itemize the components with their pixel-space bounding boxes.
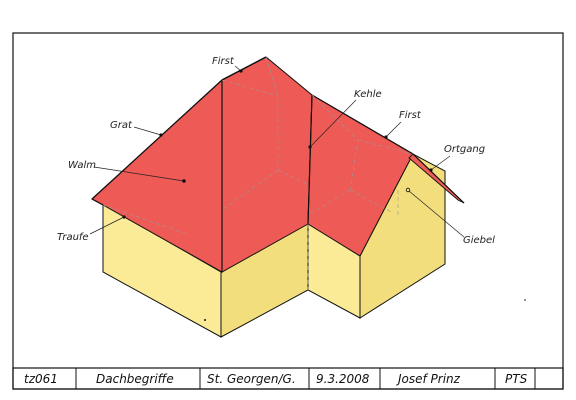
leader-dot: [239, 69, 243, 73]
drawing-author: Josef Prinz: [396, 372, 461, 386]
stray-mark: [204, 319, 206, 321]
annotations: First Kehle First Grat Walm Ortgang Trau…: [57, 56, 526, 321]
ridge-hip-grat: [91, 79, 223, 200]
title-block-frame: [12, 367, 564, 390]
hidden-line: [307, 189, 351, 216]
drawing-number: tz061: [24, 372, 58, 386]
leader-dot: [159, 133, 163, 137]
ridge-first-wing: [311, 94, 414, 155]
label-first-wing: First: [399, 110, 422, 121]
leader-dot: [429, 168, 433, 172]
hidden-lines: [102, 56, 414, 290]
leader-giebel: [408, 190, 465, 238]
leader-dot-open: [405, 187, 411, 193]
hidden-line: [277, 169, 309, 186]
label-ortgang: Ortgang: [444, 144, 485, 155]
label-walm: Walm: [68, 160, 96, 171]
leader-traufe: [89, 216, 125, 235]
hidden-line: [221, 79, 279, 97]
leader-kehle: [309, 99, 357, 148]
leader-dot: [384, 135, 388, 139]
hidden-line: [102, 204, 191, 236]
label-grat: Grat: [110, 120, 133, 131]
drawing-school: PTS: [505, 372, 528, 386]
label-kehle: Kehle: [354, 89, 382, 100]
building-walls: [102, 153, 446, 338]
title-block: tz061 Dachbegriffe St. Georgen/G. 9.3.20…: [12, 367, 564, 390]
ortgang-edge: [412, 153, 465, 204]
stray-mark: [524, 299, 526, 301]
leader-first-wing: [385, 121, 402, 138]
roof: [91, 56, 465, 273]
leader-dot: [122, 215, 126, 219]
drawing-date: 9.3.2008: [316, 372, 370, 386]
label-first-main: First: [212, 56, 235, 67]
ridge-first-main: [221, 56, 267, 81]
drawing-title: Dachbegriffe: [96, 372, 174, 386]
leader-dot: [308, 145, 312, 149]
eave-traufe-edge: [91, 198, 104, 206]
hidden-line: [357, 139, 414, 155]
leader-grat: [133, 126, 162, 136]
leader-walm: [93, 166, 185, 182]
hidden-line: [221, 169, 279, 211]
label-traufe: Traufe: [57, 232, 89, 243]
leader-dot: [182, 179, 186, 183]
label-giebel: Giebel: [463, 235, 495, 246]
valley-kehle-edge: [307, 94, 313, 225]
leader-ortgang: [430, 155, 451, 171]
hidden-line: [349, 189, 394, 214]
drawing-place: St. Georgen/G.: [207, 372, 296, 386]
